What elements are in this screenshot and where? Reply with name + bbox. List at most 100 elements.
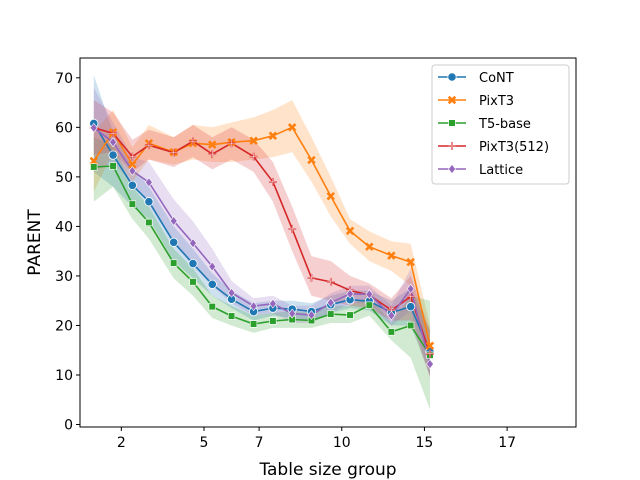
point-pixt3-512-7-highlight — [227, 139, 236, 148]
point-lattice-9 — [269, 298, 277, 309]
legend-label-lattice: Lattice — [479, 163, 523, 178]
point-cont-4 — [169, 237, 179, 247]
point-lattice-6 — [208, 261, 217, 272]
point-cont-6 — [207, 279, 217, 289]
point-lattice-17 — [426, 359, 434, 370]
point-t5-base-12 — [327, 310, 335, 318]
band-pixt3-512 — [93, 100, 431, 378]
legend-label-pixt3-512: PixT3(512) — [479, 140, 549, 155]
point-lattice-11 — [307, 310, 316, 321]
y-tick-label: 70 — [55, 71, 73, 87]
y-tick-label: 0 — [64, 418, 73, 434]
x-tick-label: 15 — [416, 435, 434, 451]
point-pixt3-10 — [287, 123, 297, 132]
line-lattice — [93, 127, 431, 365]
point-pixt3-15 — [387, 251, 396, 260]
y-tick-label: 20 — [55, 318, 73, 334]
x-tick-label: 5 — [200, 435, 209, 451]
point-pixt3-512-6-highlight — [208, 150, 217, 159]
legend-label-pixt3: PixT3 — [479, 94, 514, 109]
point-t5-base-2 — [128, 200, 136, 208]
x-axis-label: Table size group — [258, 460, 396, 480]
point-t5-base-5 — [189, 278, 197, 286]
point-pixt3-512-16-highlight — [406, 292, 415, 301]
legend-label-t5-base: T5-base — [478, 117, 531, 132]
point-cont-2 — [127, 180, 137, 190]
point-lattice-14 — [365, 289, 374, 300]
point-lattice-8 — [249, 301, 258, 312]
point-pixt3-512-2-highlight — [128, 152, 137, 161]
y-tick-label: 10 — [55, 368, 73, 384]
point-t5-base-1 — [109, 162, 117, 170]
y-tick-label: 40 — [55, 219, 73, 235]
point-lattice-5 — [189, 238, 197, 249]
point-pixt3-512-8-highlight — [249, 152, 258, 161]
legend: CoNT PixT3 T5-base PixT3(512) Lattice — [431, 64, 570, 185]
point-lattice-13 — [346, 288, 354, 299]
legend-label-cont: CoNT — [479, 71, 514, 86]
legend-marker-lattice — [448, 164, 456, 174]
legend-box — [431, 64, 570, 185]
point-pixt3-512-9-highlight — [268, 177, 277, 186]
legend-marker-t5-base — [448, 119, 456, 127]
point-t5-base-7 — [227, 312, 236, 320]
point-pixt3-512-4-highlight — [169, 148, 178, 157]
point-pixt3-512-11-highlight — [307, 273, 316, 282]
point-t5-base-3 — [145, 218, 153, 227]
point-lattice-1 — [109, 137, 117, 148]
point-pixt3-512-17-highlight — [425, 349, 434, 358]
y-tick-label: 50 — [55, 170, 73, 186]
point-pixt3-512-10-highlight — [288, 224, 297, 233]
point-t5-base-8 — [250, 320, 258, 328]
point-t5-base-4 — [170, 259, 178, 267]
legend-marker-cont — [447, 72, 457, 82]
point-pixt3-6 — [208, 140, 217, 149]
point-t5-base-13 — [346, 311, 354, 319]
x-tick-label: 10 — [333, 435, 351, 451]
point-lattice-10 — [288, 308, 297, 319]
point-pixt3-8 — [249, 136, 258, 145]
point-t5-base-6 — [208, 303, 216, 311]
point-lattice-2 — [128, 165, 137, 176]
point-pixt3-16 — [406, 257, 415, 267]
x-tick-label: 17 — [498, 435, 516, 451]
point-lattice-4 — [169, 215, 178, 226]
x-tick-label: 7 — [255, 435, 264, 451]
y-axis-label: PARENT — [25, 209, 45, 276]
point-pixt3-13 — [345, 226, 355, 236]
point-lattice-12 — [326, 297, 335, 308]
point-t5-base-16 — [407, 321, 415, 330]
point-cont-3 — [144, 197, 154, 207]
point-pixt3-11 — [307, 155, 316, 165]
point-lattice-7 — [227, 287, 236, 298]
legend-marker-pixt3 — [447, 95, 457, 105]
point-lattice-16 — [406, 283, 415, 294]
x-axis-ticks: 2 5 7 10 15 17 — [117, 427, 516, 451]
point-pixt3-14 — [365, 242, 374, 251]
point-cont-16 — [406, 302, 416, 312]
confidence-bands — [93, 75, 431, 410]
point-cont-5 — [188, 258, 198, 269]
point-pixt3-17 — [425, 341, 435, 350]
point-pixt3-2 — [128, 160, 137, 169]
point-t5-base-9 — [269, 317, 277, 325]
y-axis-ticks: 0 10 20 30 40 50 60 70 — [55, 71, 80, 434]
y-tick-label: 60 — [55, 120, 73, 136]
point-lattice-15 — [387, 310, 396, 321]
series-markers — [89, 118, 435, 370]
point-pixt3-512-12-highlight — [326, 277, 335, 286]
point-pixt3-512-3-highlight — [144, 141, 153, 150]
point-pixt3-512-5-highlight — [188, 137, 197, 146]
point-pixt3-12 — [326, 191, 335, 201]
point-pixt3-512-1-highlight — [109, 129, 118, 138]
band-lattice — [93, 87, 431, 378]
legend-marker-pixt3-512-highlight — [448, 142, 456, 150]
plot-frame — [79, 57, 577, 428]
x-tick-label: 2 — [117, 435, 126, 451]
point-t5-base-15 — [387, 328, 395, 336]
y-tick-label: 30 — [55, 269, 73, 285]
band-pixt3 — [93, 100, 431, 366]
point-pixt3-0 — [89, 156, 98, 166]
point-pixt3-9 — [268, 131, 278, 140]
